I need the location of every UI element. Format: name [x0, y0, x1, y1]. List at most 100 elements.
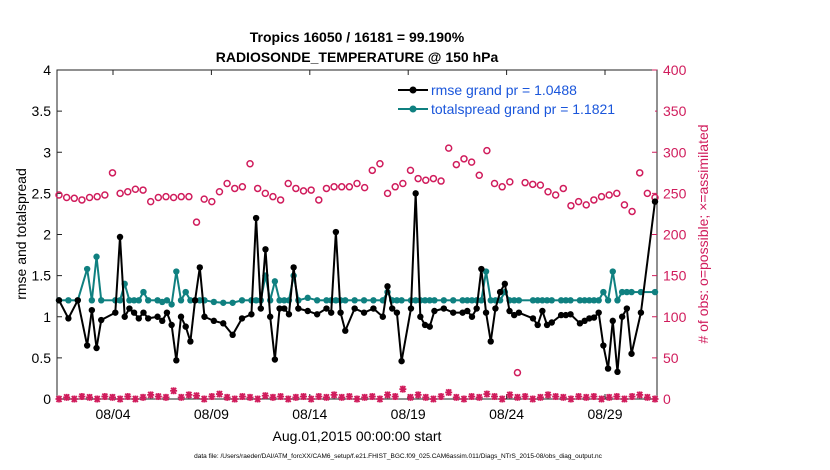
- possible-obs-point: [414, 174, 422, 183]
- totalspread-point: [332, 297, 340, 304]
- totalspread-point: [168, 301, 175, 308]
- possible-obs-point: [483, 146, 491, 155]
- rmse-point: [426, 323, 433, 330]
- chart-subtitle: RADIOSONDE_TEMPERATURE @ 150 hPa: [216, 49, 499, 65]
- possible-obs-point: [238, 183, 247, 191]
- chart-title: Tropics 16050 / 16181 = 99.190%: [250, 29, 465, 45]
- possible-obs-point: [276, 196, 285, 204]
- assimilated-obs-point: [63, 393, 71, 401]
- rmse-point: [534, 321, 541, 329]
- rmse-segment: [250, 218, 258, 315]
- rmse-point: [529, 315, 537, 322]
- y-tick-label: 3: [43, 144, 51, 160]
- totalspread-point: [468, 297, 476, 304]
- x-tick-label: 08/29: [587, 406, 622, 422]
- possible-obs-point: [460, 155, 468, 163]
- rmse-point: [191, 297, 199, 304]
- totalspread-point: [173, 268, 180, 275]
- assimilated-obs-point: [300, 392, 308, 401]
- y-tick-label: 1.5: [32, 268, 52, 284]
- possible-obs-point: [628, 207, 636, 216]
- possible-obs-point: [124, 187, 132, 196]
- rmse-point: [159, 317, 166, 325]
- rmse-point: [304, 307, 311, 315]
- assimilated-obs-point: [124, 392, 132, 401]
- rmse-point: [450, 309, 457, 316]
- assimilated-obs-point: [491, 392, 499, 401]
- rmse-point: [130, 309, 138, 316]
- assimilated-obs-point: [277, 392, 285, 401]
- rmse-point: [262, 246, 269, 253]
- rmse-segment: [90, 310, 98, 349]
- rmse-point: [511, 311, 518, 319]
- assimilated-obs-point: [582, 393, 590, 401]
- totalspread-point: [304, 294, 311, 302]
- assimilated-obs-point: [483, 390, 491, 398]
- possible-obs-point: [620, 201, 629, 209]
- rmse-segment: [86, 310, 93, 346]
- totalspread-point: [196, 297, 203, 304]
- totalspread-point: [562, 297, 570, 304]
- possible-obs-point: [154, 193, 163, 202]
- assimilated-obs-point: [139, 393, 147, 401]
- totalspread-point: [623, 288, 631, 296]
- assimilated-obs-point: [177, 393, 185, 401]
- rmse-point: [276, 305, 283, 312]
- assimilated-obs-point: [643, 393, 651, 401]
- possible-obs-point: [559, 184, 568, 193]
- rmse-point: [252, 214, 260, 222]
- possible-obs-point: [101, 191, 109, 199]
- totalspread-point: [144, 297, 152, 304]
- rmse-point: [257, 305, 264, 312]
- legend-rmse-marker: [409, 86, 417, 94]
- rmse-point: [431, 307, 438, 315]
- totalspread-point: [482, 268, 490, 275]
- rmse-segment: [607, 320, 614, 369]
- assimilated-obs-point: [437, 392, 445, 401]
- totalspread-point: [360, 297, 368, 304]
- rmse-segment: [480, 268, 488, 313]
- totalspread-point: [177, 297, 185, 304]
- y2-tick-label: 400: [663, 62, 687, 78]
- totalspread-point: [534, 297, 541, 304]
- legend-box: [393, 78, 655, 120]
- totalspread-segment: [485, 271, 492, 301]
- rmse-point: [332, 228, 340, 236]
- possible-obs-point: [635, 169, 644, 177]
- rmse-segment: [76, 300, 89, 346]
- possible-obs-point: [62, 193, 71, 202]
- assimilated-obs-point: [620, 395, 628, 403]
- totalspread-point: [351, 297, 358, 304]
- rmse-point: [220, 320, 227, 327]
- rmse-point: [388, 305, 396, 312]
- totalspread-point: [393, 297, 401, 304]
- assimilated-obs-point: [498, 395, 506, 403]
- assimilated-obs-point: [399, 385, 407, 393]
- rmse-point: [398, 357, 405, 365]
- rmse-point: [440, 305, 448, 312]
- possible-obs-point: [643, 189, 652, 198]
- possible-obs-point: [330, 183, 338, 191]
- totalspread-point: [182, 288, 189, 296]
- possible-obs-point: [200, 195, 208, 203]
- rmse-segment: [175, 316, 183, 361]
- y2-tick-label: 150: [663, 268, 687, 284]
- assimilated-obs-point: [529, 395, 537, 403]
- assimilated-obs-point: [445, 388, 453, 396]
- y-tick-label: 2.5: [32, 185, 52, 201]
- totalspread-point: [581, 297, 588, 304]
- y2-tick-label: 50: [663, 350, 679, 366]
- rmse-segment: [344, 308, 356, 332]
- assimilated-obs-point: [70, 395, 78, 403]
- x-tick-label: 08/14: [292, 406, 327, 422]
- assimilated-obs-point: [613, 392, 621, 401]
- assimilated-obs-point: [452, 393, 460, 401]
- rmse-point: [126, 305, 133, 312]
- rmse-segment: [630, 312, 642, 354]
- assimilated-obs-point: [200, 395, 208, 403]
- possible-obs-point: [605, 191, 613, 199]
- possible-obs-point: [70, 194, 79, 203]
- assimilated-obs-point: [261, 392, 269, 400]
- totalspread-point: [567, 297, 574, 304]
- y2-tick-label: 100: [663, 309, 687, 325]
